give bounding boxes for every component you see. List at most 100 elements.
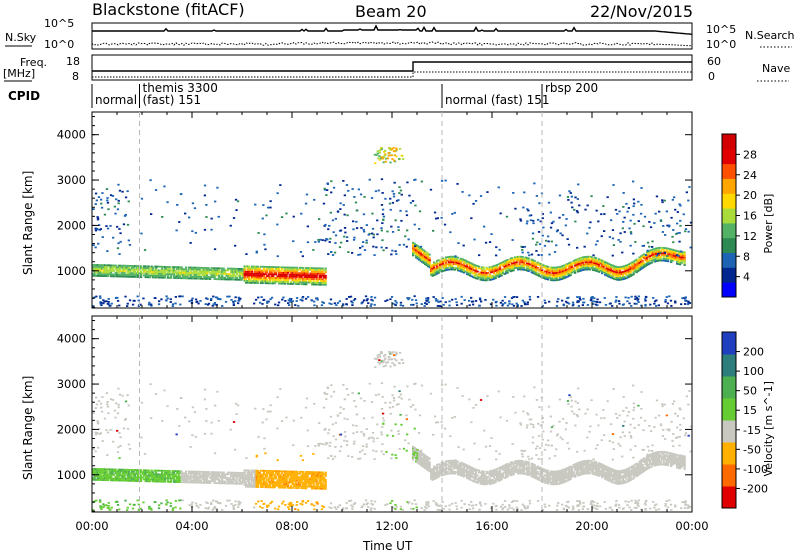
range-gate-cell (169, 470, 171, 472)
nsky-label: N.Sky (5, 31, 37, 44)
range-gate-cell (363, 229, 365, 231)
range-gate-cell (278, 472, 280, 474)
range-gate-cell (217, 273, 219, 275)
range-gate-cell (685, 296, 687, 298)
range-gate-cell (351, 252, 353, 254)
range-gate-cell (656, 196, 658, 198)
range-gate-cell (324, 224, 326, 226)
range-gate-cell (451, 469, 453, 471)
range-gate-cell (381, 148, 383, 150)
range-gate-cell (306, 194, 308, 196)
range-gate-cell (326, 239, 328, 241)
range-gate-cell (206, 478, 208, 480)
range-gate-cell (128, 240, 130, 242)
range-gate-cell (387, 157, 389, 159)
range-gate-cell (244, 269, 246, 271)
range-gate-cell (612, 229, 614, 231)
range-gate-cell (299, 269, 301, 271)
range-gate-cell (589, 269, 591, 271)
range-gate-cell (389, 147, 391, 149)
range-gate-cell (664, 301, 666, 303)
range-gate-cell (486, 267, 488, 269)
range-gate-cell (313, 482, 315, 484)
range-gate-cell (164, 479, 166, 481)
range-gate-cell (325, 279, 327, 281)
range-gate-cell (141, 198, 143, 200)
range-gate-cell (487, 476, 489, 478)
range-gate-cell (677, 255, 679, 257)
range-gate-cell (554, 251, 556, 253)
range-gate-cell (327, 183, 329, 185)
range-gate-cell (223, 268, 225, 270)
range-gate-cell (674, 209, 676, 211)
range-gate-cell (107, 202, 109, 204)
range-gate-cell (234, 245, 236, 247)
range-gate-cell (229, 273, 231, 275)
range-gate-cell (590, 299, 592, 301)
range-gate-cell (532, 222, 534, 224)
range-gate-cell (378, 190, 380, 192)
range-gate-cell (262, 486, 264, 488)
range-gate-cell (559, 195, 561, 197)
range-gate-cell (421, 181, 423, 183)
range-gate-cell (538, 254, 540, 256)
noise-tick-right-low: 10^0 (706, 38, 736, 51)
range-gate-cell (587, 304, 589, 306)
range-gate-cell (472, 304, 474, 306)
range-gate-cell (174, 303, 176, 305)
range-gate-cell (637, 298, 639, 300)
range-gate-cell (151, 470, 153, 472)
range-gate-cell (275, 272, 277, 274)
range-gate-cell (154, 297, 156, 299)
range-gate-cell (148, 304, 150, 306)
range-gate-cell (638, 220, 640, 222)
range-gate-cell (463, 245, 465, 247)
range-gate-cell (324, 240, 326, 242)
range-gate-cell (562, 214, 564, 216)
range-gate-cell (140, 271, 142, 273)
range-gate-cell (375, 246, 377, 248)
range-gate-cell (117, 184, 119, 186)
range-gate-cell (445, 180, 447, 182)
range-gate-cell (404, 235, 406, 237)
range-gate-cell (410, 304, 412, 306)
range-gate-cell (236, 477, 238, 479)
range-gate-cell (414, 295, 416, 297)
range-gate-cell (245, 253, 247, 255)
range-gate-cell (169, 268, 171, 270)
range-gate-cell (672, 229, 674, 231)
range-gate-cell (263, 472, 265, 474)
range-gate-cell (271, 297, 273, 299)
range-gate-cell (484, 474, 486, 476)
range-gate-cell (121, 191, 123, 193)
range-gate-cell (516, 263, 518, 265)
range-gate-cell (523, 267, 525, 269)
range-gate-cell (478, 305, 480, 307)
range-gate-cell (371, 197, 373, 199)
range-gate-cell (142, 298, 144, 300)
range-gate-cell (370, 303, 372, 305)
range-gate-cell (218, 216, 220, 218)
range-gate-cell (490, 233, 492, 235)
range-gate-cell (412, 459, 414, 461)
range-gate-cell (470, 217, 472, 219)
range-gate-cell (248, 276, 250, 278)
range-gate-cell (95, 203, 97, 205)
range-gate-cell (471, 301, 473, 303)
range-gate-cell (587, 205, 589, 207)
range-gate-cell (649, 304, 651, 306)
range-gate-cell (307, 475, 309, 477)
range-gate-cell (191, 230, 193, 232)
range-gate-cell (450, 263, 452, 265)
range-gate-cell (244, 276, 246, 278)
range-gate-cell (626, 300, 628, 302)
range-gate-cell (633, 199, 635, 201)
range-gate-cell (276, 224, 278, 226)
range-gate-cell (188, 217, 190, 219)
range-gate-cell (648, 221, 650, 223)
range-gate-cell (167, 479, 169, 481)
range-gate-cell (591, 256, 593, 258)
range-gate-cell (382, 219, 384, 221)
range-gate-cell (100, 474, 102, 476)
range-gate-cell (211, 218, 213, 220)
